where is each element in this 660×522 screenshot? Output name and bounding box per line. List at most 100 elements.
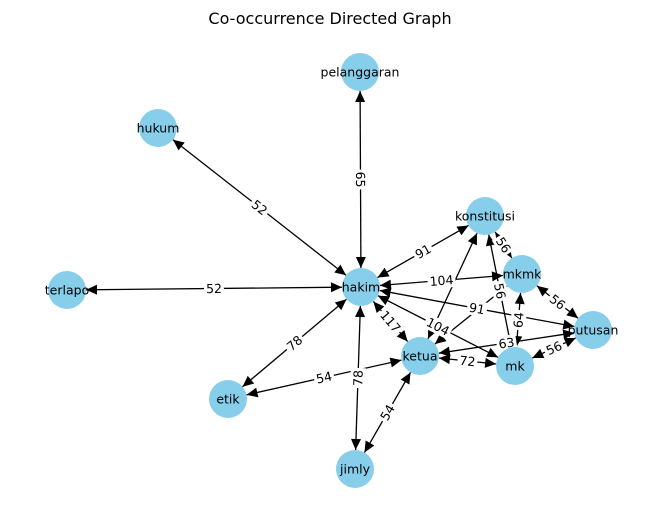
arrowhead-putusan [566, 307, 579, 319]
edge-weight-label: 54 [315, 368, 334, 386]
edge-label-hakim-mk: 104 [422, 313, 454, 340]
arrowhead-konstitusi [485, 234, 496, 247]
node-label: terlapo [45, 283, 89, 298]
edge-label-background [350, 367, 366, 389]
edge-weight-label: 54 [377, 402, 398, 423]
node-mk: mk [496, 347, 534, 385]
arrowhead-etik [246, 387, 259, 398]
node-circle [496, 347, 534, 385]
edge-label-ketua-jimly: 54 [376, 400, 399, 425]
edge-weight-label: 64 [510, 311, 526, 328]
edge-label-background [465, 299, 489, 318]
node-circle [48, 271, 86, 309]
node-mkmk: mkmk [503, 255, 543, 293]
arrowhead-hakim [355, 305, 366, 318]
edge-label-hakim-putusan: 91 [465, 299, 489, 318]
node-terlapor: terlapo [45, 271, 89, 309]
edge-label-background [312, 367, 336, 387]
node-etik: etik [209, 380, 247, 418]
arrowhead-hakim [377, 295, 390, 306]
arrowhead-ketua [389, 357, 402, 368]
edge-label-background [282, 330, 307, 356]
edge-label-background [491, 232, 516, 258]
node-circle [209, 380, 247, 418]
edge-label-konstitusi-mkmk: 56 [491, 232, 516, 258]
edge-weight-label: 56 [544, 338, 565, 358]
node-circle [336, 450, 374, 488]
edge-weight-label: 56 [493, 234, 514, 256]
edge-label-hakim-mkmk: 104 [427, 271, 457, 290]
edge-label-hakim-pelanggaran: 65 [352, 169, 369, 190]
edge-weight-label: 78 [284, 332, 306, 354]
edge-label-konstitusi-mk: 56 [490, 279, 510, 303]
edge-weight-label: 63 [498, 334, 516, 351]
node-circle [341, 53, 379, 91]
node-jimly: jimly [336, 450, 374, 488]
edge-weight-label: 91 [468, 300, 486, 318]
arrowhead-ketua [434, 333, 447, 345]
edge-label-mkmk-putusan: 56 [545, 289, 570, 315]
edge-label-background [541, 336, 567, 359]
node-circle [342, 268, 380, 306]
arrowhead-konstitusi [456, 225, 469, 236]
edge-label-ketua-etik: 54 [312, 367, 336, 387]
edge-label-mkmk-mk: 64 [510, 309, 527, 331]
edge-label-background [376, 400, 399, 425]
edge-weight-label: 91 [412, 241, 433, 262]
edge-label-background [203, 280, 225, 297]
node-konstitusi: konstitusi [455, 197, 515, 235]
node-label: konstitusi [455, 209, 515, 224]
edge-label-background [510, 309, 527, 331]
arrowhead-mkmk [514, 292, 525, 305]
arrowhead-mkmk [536, 285, 549, 297]
edge-label-background [247, 195, 272, 220]
arrowhead-mk [486, 347, 499, 358]
arrowhead-konstitusi [467, 233, 477, 246]
edge-label-background [427, 271, 457, 290]
edge-label-hakim-terlapor: 52 [203, 280, 225, 297]
arrowhead-hakim [373, 301, 385, 314]
arrowhead-ketua [438, 354, 451, 365]
node-label: putusan [568, 323, 619, 338]
node-circle [466, 197, 504, 235]
node-label: hakim [342, 280, 380, 295]
node-label: mkmk [503, 267, 543, 282]
arrowhead-pelanggaran [355, 90, 366, 103]
edge-label-putusan-ketua: 63 [495, 334, 518, 352]
edge-label-hakim-hukum: 52 [247, 195, 272, 220]
arrowhead-hakim [334, 264, 347, 276]
arrowhead-putusan [563, 337, 576, 348]
arrowhead-ketua [438, 346, 451, 357]
arrowhead-mk [484, 357, 497, 368]
arrowhead-mk [532, 348, 545, 359]
arrowhead-hakim [334, 299, 347, 311]
arrowhead-hakim [330, 282, 343, 293]
edge-label-ketua-mk: 72 [456, 352, 479, 370]
node-label: ketua [403, 349, 438, 364]
edge-label-background [545, 289, 570, 315]
edge-weight-label: 104 [429, 272, 454, 289]
node-hukum: hukum [137, 109, 180, 147]
arrowhead-terlapor [85, 284, 98, 295]
node-pelanggaran: pelanggaran [321, 53, 399, 91]
arrowhead-ketua [396, 329, 408, 342]
edge-label-background [410, 240, 436, 263]
node-label: etik [216, 392, 240, 407]
edge-weight-label: 52 [206, 281, 222, 296]
arrowhead-hakim [379, 279, 392, 290]
node-circle [574, 311, 612, 349]
arrowhead-jimly [364, 440, 375, 453]
edge-weight-label: 72 [459, 353, 476, 370]
edge-label-putusan-mk: 56 [541, 336, 567, 359]
edge-weight-label: 65 [353, 172, 368, 188]
node-label: hukum [137, 121, 180, 136]
node-circle [503, 255, 541, 293]
node-label: mk [505, 359, 525, 374]
arrowhead-hakim [355, 256, 366, 269]
edge-weight-label: 56 [547, 291, 569, 313]
edge-label-hakim-konstitusi: 91 [410, 240, 436, 263]
arrowhead-hakim [379, 287, 392, 298]
edge-label-hakim-etik: 78 [282, 330, 307, 356]
